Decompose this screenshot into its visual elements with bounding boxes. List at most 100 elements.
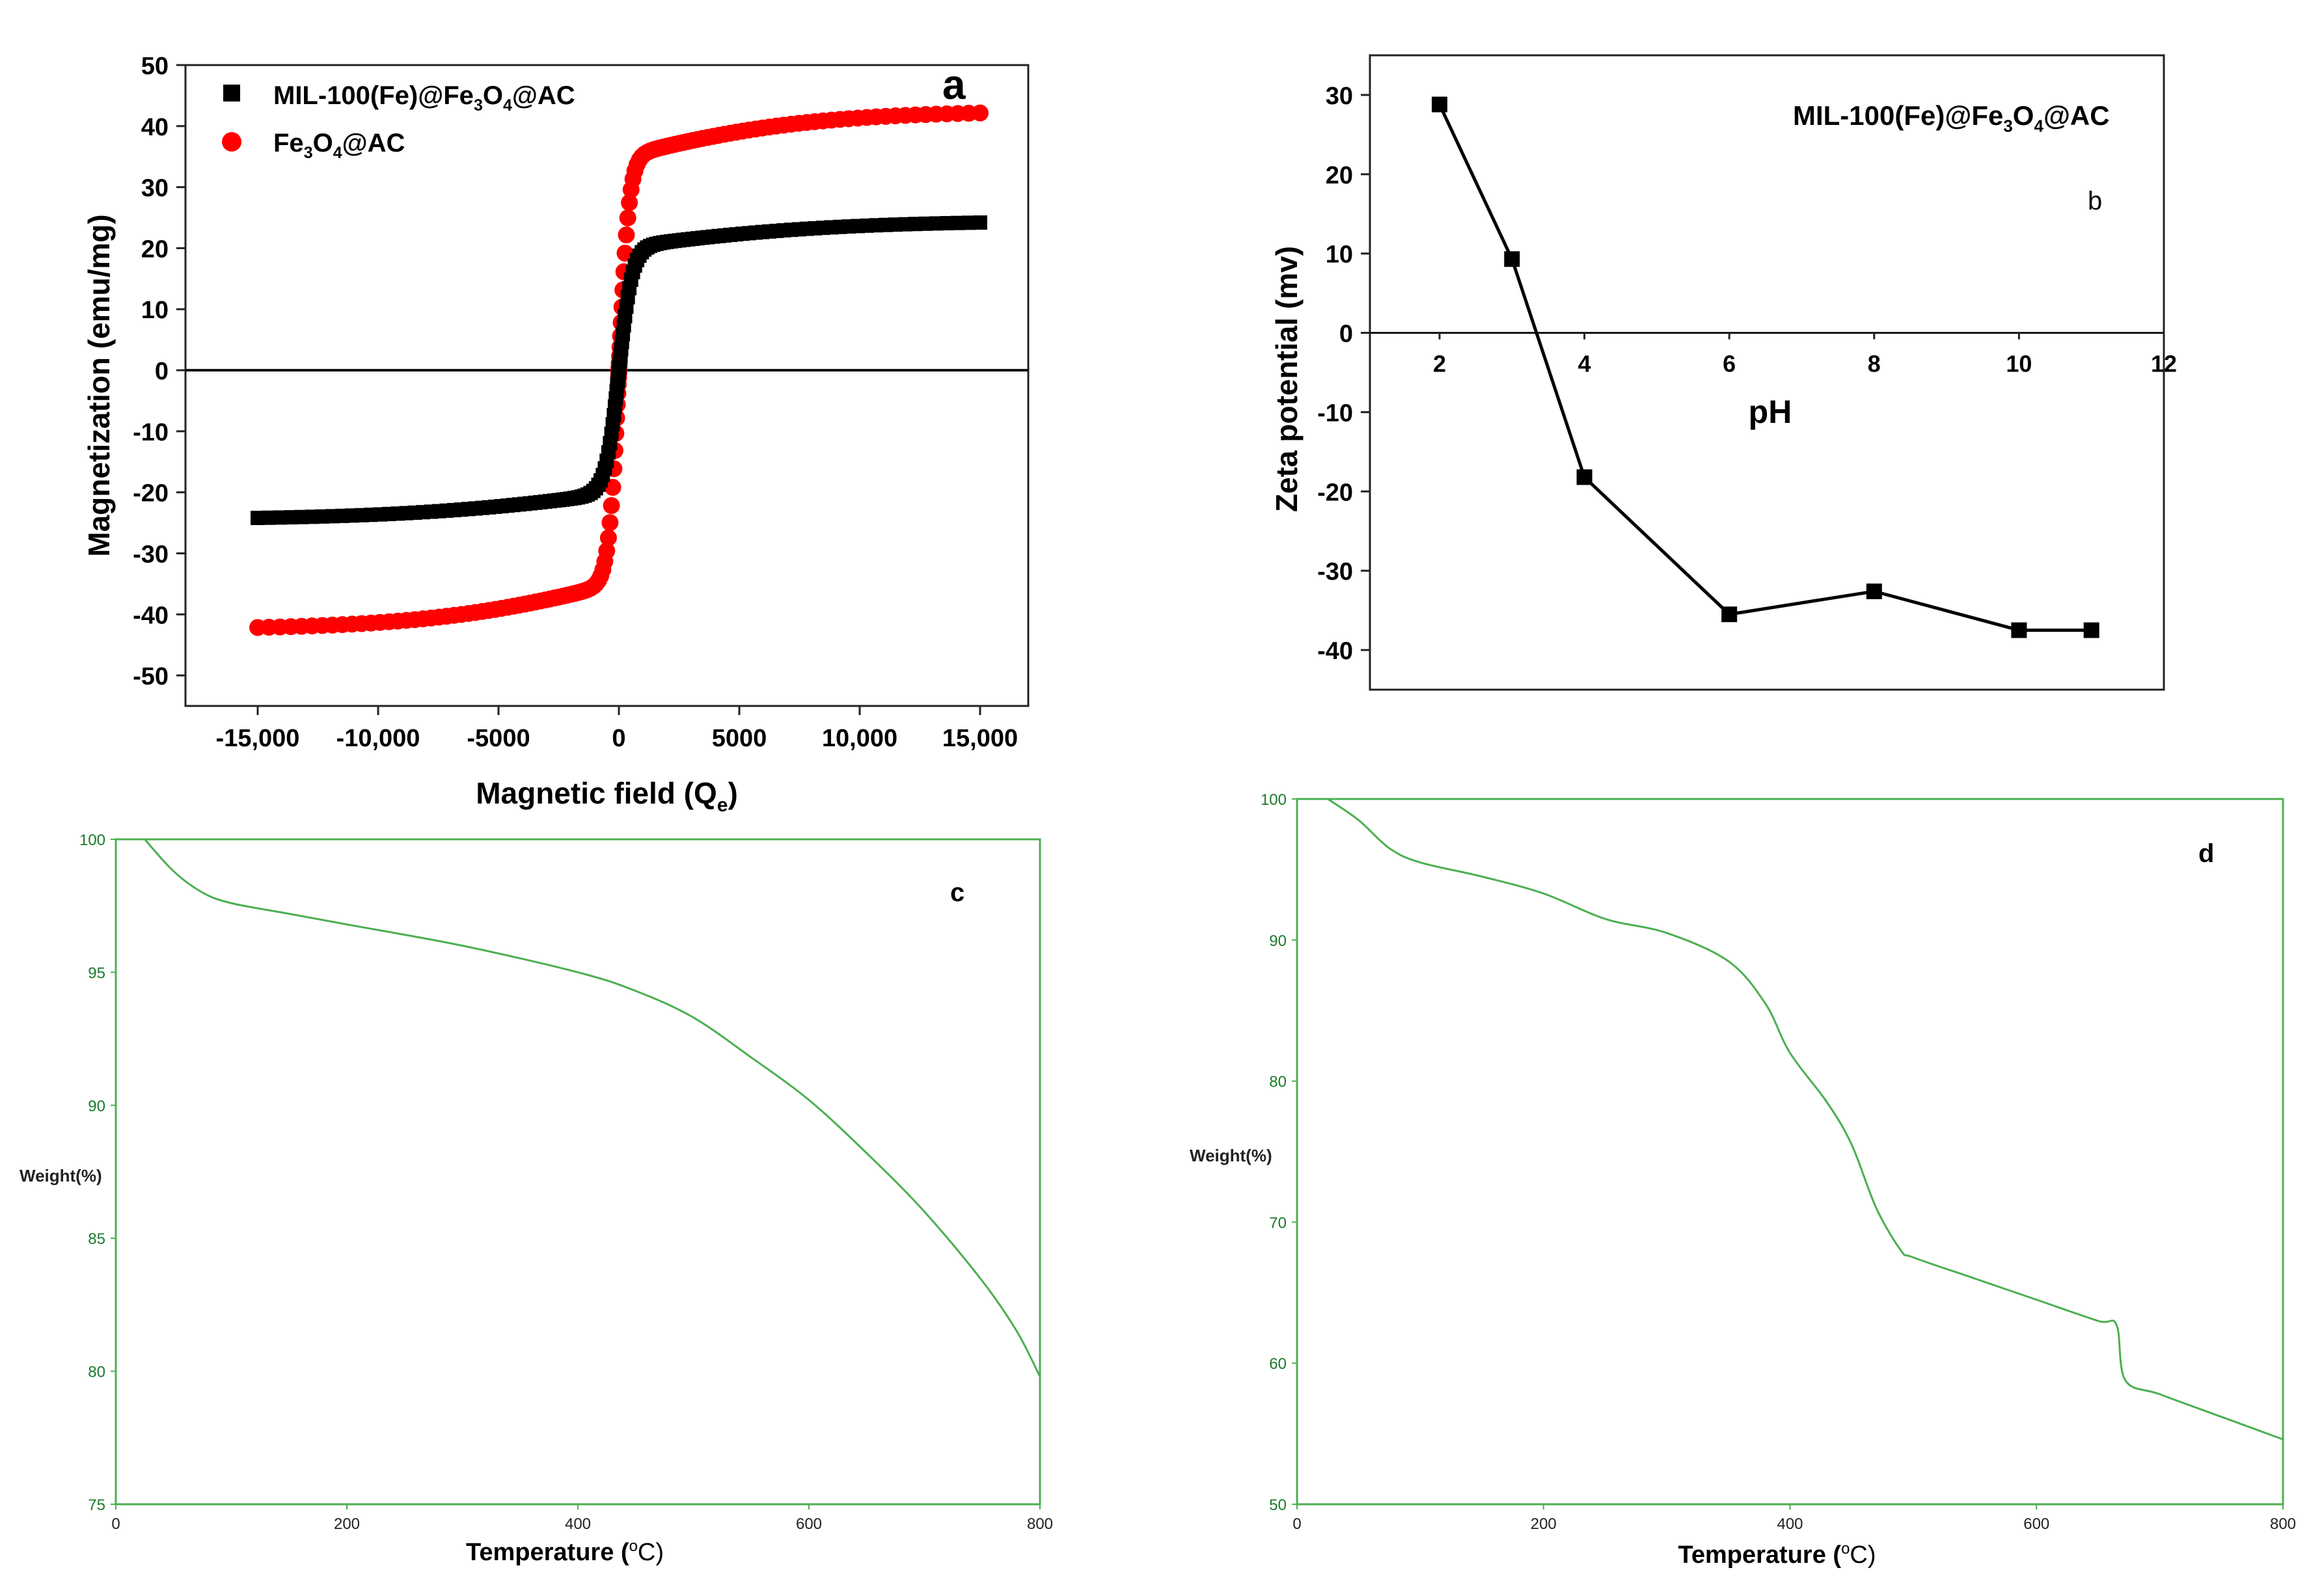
data-point-mil	[950, 215, 965, 230]
y-axis-label-d: Weight(%)	[1190, 1146, 1272, 1165]
y-axis-label-a: Magnetization (emu/mg)	[82, 214, 116, 556]
plot-frame-a	[184, 64, 1030, 707]
y-tick-label-a: -50	[133, 663, 169, 690]
y-tick-label-b: 0	[1339, 321, 1353, 348]
data-point-mil	[251, 511, 265, 526]
y-tick-label-a: 30	[141, 175, 169, 202]
series-line-zeta	[1438, 103, 2092, 632]
data-point-fe3o4	[601, 514, 619, 532]
x-tick-label-c: 0	[111, 1515, 120, 1533]
annotation-b-part: MIL-100(Fe)@Fe	[1793, 100, 2003, 131]
data-point-fe3o4	[621, 194, 638, 211]
x-tick-label-d: 600	[2023, 1515, 2049, 1533]
y-tick-label-a: -40	[133, 602, 169, 629]
x-tick-label-a: -15,000	[216, 725, 300, 752]
plot-frame-d	[1296, 798, 2284, 1506]
x-tick-label-a: -10,000	[336, 725, 420, 752]
legend-label-fe3o4-part: O	[313, 129, 333, 157]
data-point-fe3o4	[603, 497, 620, 515]
x-axis-label-part: e	[717, 794, 728, 816]
x-axis-label-b: pH	[1749, 394, 1792, 430]
data-point-zeta	[2083, 622, 2099, 638]
x-tick-label-b: 4	[1578, 351, 1591, 377]
y-tick-label-b: -10	[1317, 399, 1353, 427]
legend-label-mil-part: 4	[503, 96, 512, 115]
legend-label-mil-part: @AC	[512, 81, 575, 110]
x-tick-label-d: 0	[1292, 1515, 1301, 1533]
legend-label-fe3o4-part: @AC	[342, 129, 405, 157]
y-tick-label-b: -20	[1317, 479, 1353, 506]
x-tick-label-b: 2	[1433, 351, 1446, 377]
y-tick-label-a: 50	[141, 53, 169, 80]
legend-label-mil-part: 3	[474, 96, 483, 115]
y-tick-label-d: 60	[1269, 1355, 1287, 1373]
x-axis-label-part: Magnetic field (Q	[476, 776, 717, 810]
x-tick-label-b: 12	[2151, 351, 2177, 377]
x-axis-label-part: Temperature (	[466, 1539, 629, 1566]
x-tick-label-b: 8	[1868, 351, 1881, 377]
y-tick-label-c: 80	[88, 1364, 105, 1381]
y-tick-label-d: 90	[1269, 932, 1287, 950]
x-tick-label-a: 0	[612, 725, 625, 752]
legend-label-fe3o4-part: 4	[333, 144, 342, 162]
y-tick-label-b: 20	[1326, 162, 1353, 189]
data-point-zeta	[1866, 583, 1882, 599]
y-tick-label-c: 90	[88, 1098, 105, 1115]
panel-label-a: a	[942, 61, 966, 108]
series-line-tga-d	[1327, 798, 2284, 1440]
legend-label-fe3o4: Fe3O4@AC	[273, 129, 405, 162]
legend-marker-square	[223, 85, 240, 101]
y-tick-label-c: 85	[88, 1230, 105, 1248]
data-point-mil	[262, 510, 277, 525]
x-tick-label-c: 400	[565, 1515, 591, 1533]
y-tick-label-d: 80	[1269, 1074, 1287, 1091]
y-tick-label-a: -30	[133, 541, 169, 568]
plot-frame-c	[115, 838, 1041, 1506]
annotation-b-part: 4	[2034, 116, 2043, 136]
x-tick-label-a: -5000	[467, 725, 530, 752]
annotation-b: MIL-100(Fe)@Fe3O4@AC	[1793, 100, 2110, 136]
data-point-mil	[973, 215, 987, 230]
y-tick-label-c: 95	[88, 964, 105, 982]
x-axis-label-c: Temperature (oC)	[466, 1537, 664, 1566]
x-tick-label-c: 800	[1027, 1515, 1053, 1533]
y-axis-label-c: Weight(%)	[20, 1166, 102, 1185]
annotation-b-part: @AC	[2043, 100, 2110, 131]
panel-label-d: d	[2198, 839, 2214, 868]
panel-label-c: c	[950, 878, 964, 907]
x-axis-label-part: C)	[1850, 1541, 1876, 1569]
data-point-fe3o4	[616, 245, 634, 262]
x-tick-label-c: 600	[796, 1515, 822, 1533]
legend-marker-circle	[222, 132, 241, 152]
y-tick-label-a: 40	[141, 114, 169, 141]
y-tick-label-a: 20	[141, 236, 169, 263]
data-point-fe3o4	[598, 542, 616, 560]
annotation-b-part: O	[2013, 100, 2034, 131]
legend-label-fe3o4-part: 3	[304, 144, 313, 162]
x-tick-label-d: 800	[2270, 1515, 2296, 1533]
x-axis-label-part: o	[629, 1537, 638, 1555]
y-tick-label-b: -40	[1317, 638, 1353, 665]
y-tick-label-d: 100	[1261, 791, 1287, 809]
x-tick-label-c: 200	[334, 1515, 360, 1533]
y-tick-label-d: 50	[1269, 1496, 1287, 1514]
x-axis-label-a: Magnetic field (Qe)	[476, 776, 738, 816]
series-line-tga-c	[144, 838, 1041, 1377]
y-tick-label-c: 100	[79, 832, 105, 849]
data-point-zeta	[1721, 606, 1738, 623]
x-tick-label-a: 15,000	[942, 725, 1018, 752]
x-tick-label-d: 200	[1531, 1515, 1557, 1533]
y-axis-label-b: Zeta potential (mv)	[1270, 246, 1304, 512]
y-tick-label-d: 70	[1269, 1214, 1287, 1232]
y-tick-label-c: 75	[88, 1496, 105, 1514]
data-point-fe3o4	[599, 529, 617, 547]
x-axis-label-part: o	[1841, 1540, 1850, 1558]
data-point-mil	[940, 216, 955, 231]
data-point-zeta	[2011, 622, 2027, 638]
x-tick-label-d: 400	[1777, 1515, 1803, 1533]
data-point-zeta	[1576, 469, 1592, 485]
data-point-fe3o4	[618, 226, 635, 244]
legend-label-mil-part: MIL-100(Fe)@Fe	[273, 81, 474, 110]
data-point-mil	[961, 215, 976, 230]
x-tick-label-b: 6	[1723, 351, 1736, 377]
